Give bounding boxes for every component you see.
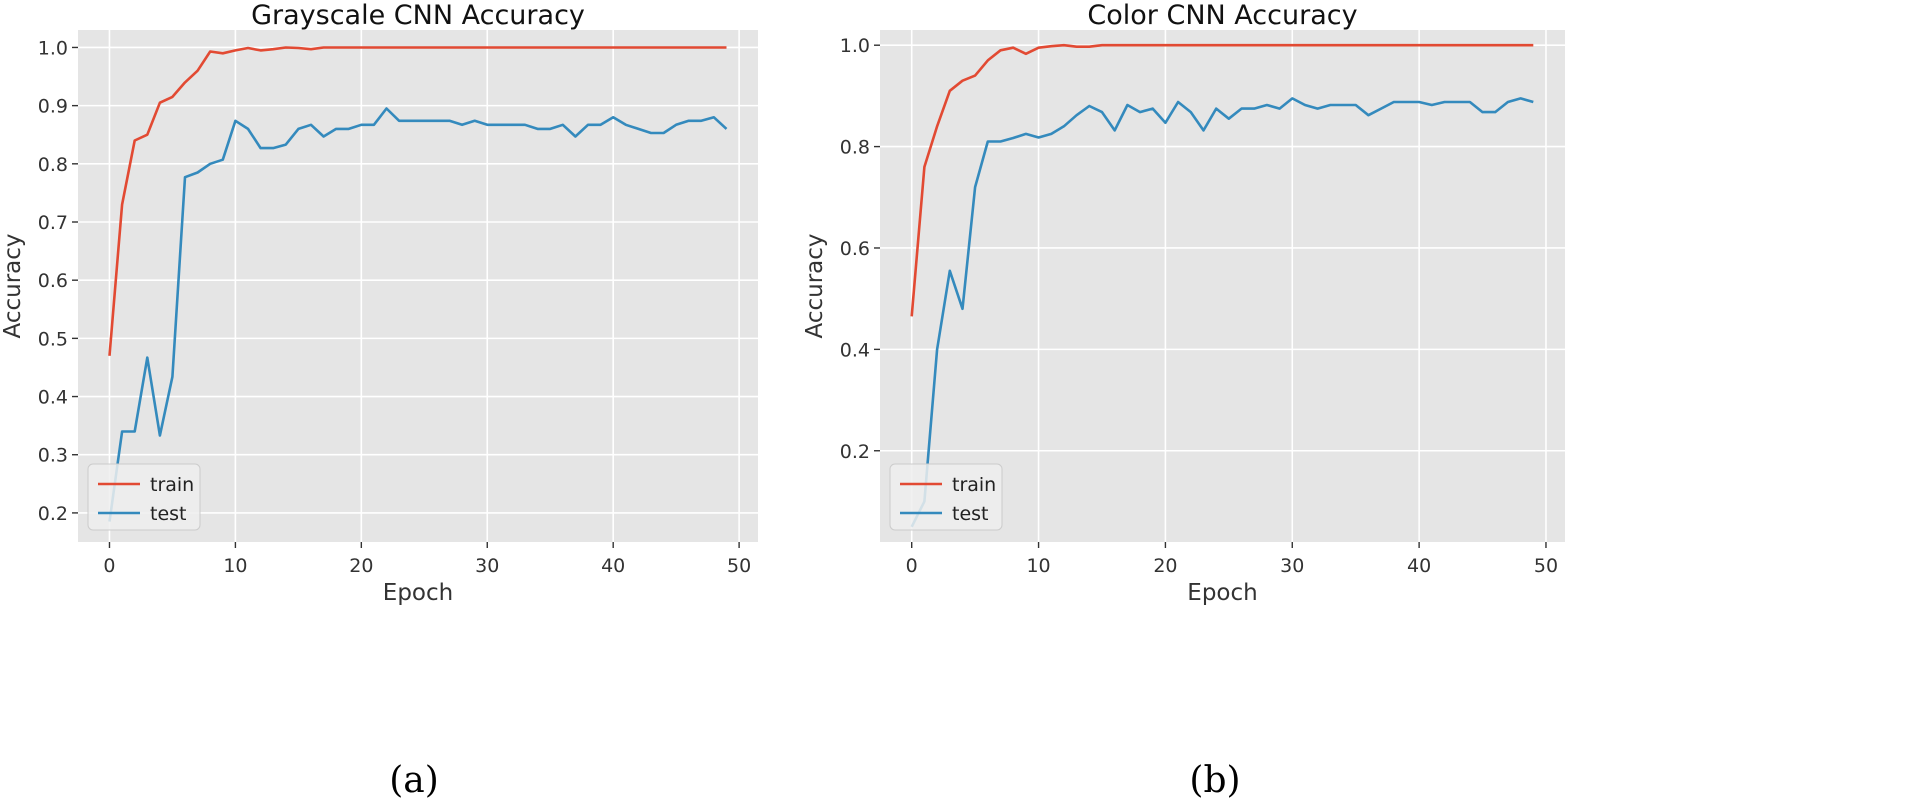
y-tick-label: 0.4 <box>840 339 870 361</box>
legend-label-test: test <box>952 503 989 525</box>
x-tick-label: 10 <box>1026 555 1050 577</box>
x-tick-label: 50 <box>1534 555 1558 577</box>
y-tick-label: 0.4 <box>38 387 68 409</box>
y-tick-label: 1.0 <box>38 37 68 59</box>
legend-label-train: train <box>952 474 996 496</box>
y-tick-label: 1.0 <box>840 35 870 57</box>
legend-label-train: train <box>150 474 194 496</box>
x-tick-label: 30 <box>475 555 499 577</box>
x-tick-label: 20 <box>1153 555 1177 577</box>
series-line-test <box>910 97 1534 528</box>
y-tick-label: 0.7 <box>38 212 68 234</box>
series-line-train <box>910 43 1534 317</box>
chart-grayscale-accuracy: 0 10 20 30 40 50 0.2 0.3 0.4 0.5 0.6 0.7 0.8 0.9 1.0 Gr… <box>0 0 758 606</box>
chart-title: Color CNN Accuracy <box>1087 0 1357 31</box>
y-tick-label: 0.5 <box>38 328 68 350</box>
y-axis-label: Accuracy <box>802 233 828 338</box>
series-line-test <box>108 107 728 522</box>
series-line-train <box>108 46 727 356</box>
plot-area <box>78 30 758 542</box>
y-tick-label: 0.8 <box>38 154 68 176</box>
x-tick-label: 20 <box>349 555 373 577</box>
y-tick-label: 0.9 <box>38 96 68 118</box>
caption-b: (b) <box>1189 760 1241 801</box>
x-tick-label: 50 <box>727 555 751 577</box>
x-tick-label: 30 <box>1280 555 1304 577</box>
legend-label-test: test <box>150 503 187 525</box>
y-axis-label: Accuracy <box>0 233 26 338</box>
y-tick-label: 0.8 <box>840 137 870 159</box>
y-tick-label: 0.6 <box>38 270 68 292</box>
caption-a: (a) <box>389 760 439 801</box>
y-tick-label: 0.2 <box>840 441 870 463</box>
x-axis-label: Epoch <box>383 580 453 606</box>
x-axis-label: Epoch <box>1187 580 1257 606</box>
y-tick-label: 0.2 <box>38 503 68 525</box>
x-tick-label: 10 <box>223 555 247 577</box>
y-tick-label: 0.6 <box>840 238 870 260</box>
x-tick-label: 40 <box>601 555 625 577</box>
x-tick-label: 0 <box>103 555 115 577</box>
chart-title: Grayscale CNN Accuracy <box>251 0 585 31</box>
plot-area <box>880 30 1565 542</box>
x-tick-label: 0 <box>906 555 918 577</box>
chart-color-accuracy: 0 10 20 30 40 50 0.2 0.4 0.6 0.8 1.0 Color CNN Accu… <box>802 0 1565 606</box>
y-tick-label: 0.3 <box>38 445 68 467</box>
x-tick-label: 40 <box>1407 555 1431 577</box>
